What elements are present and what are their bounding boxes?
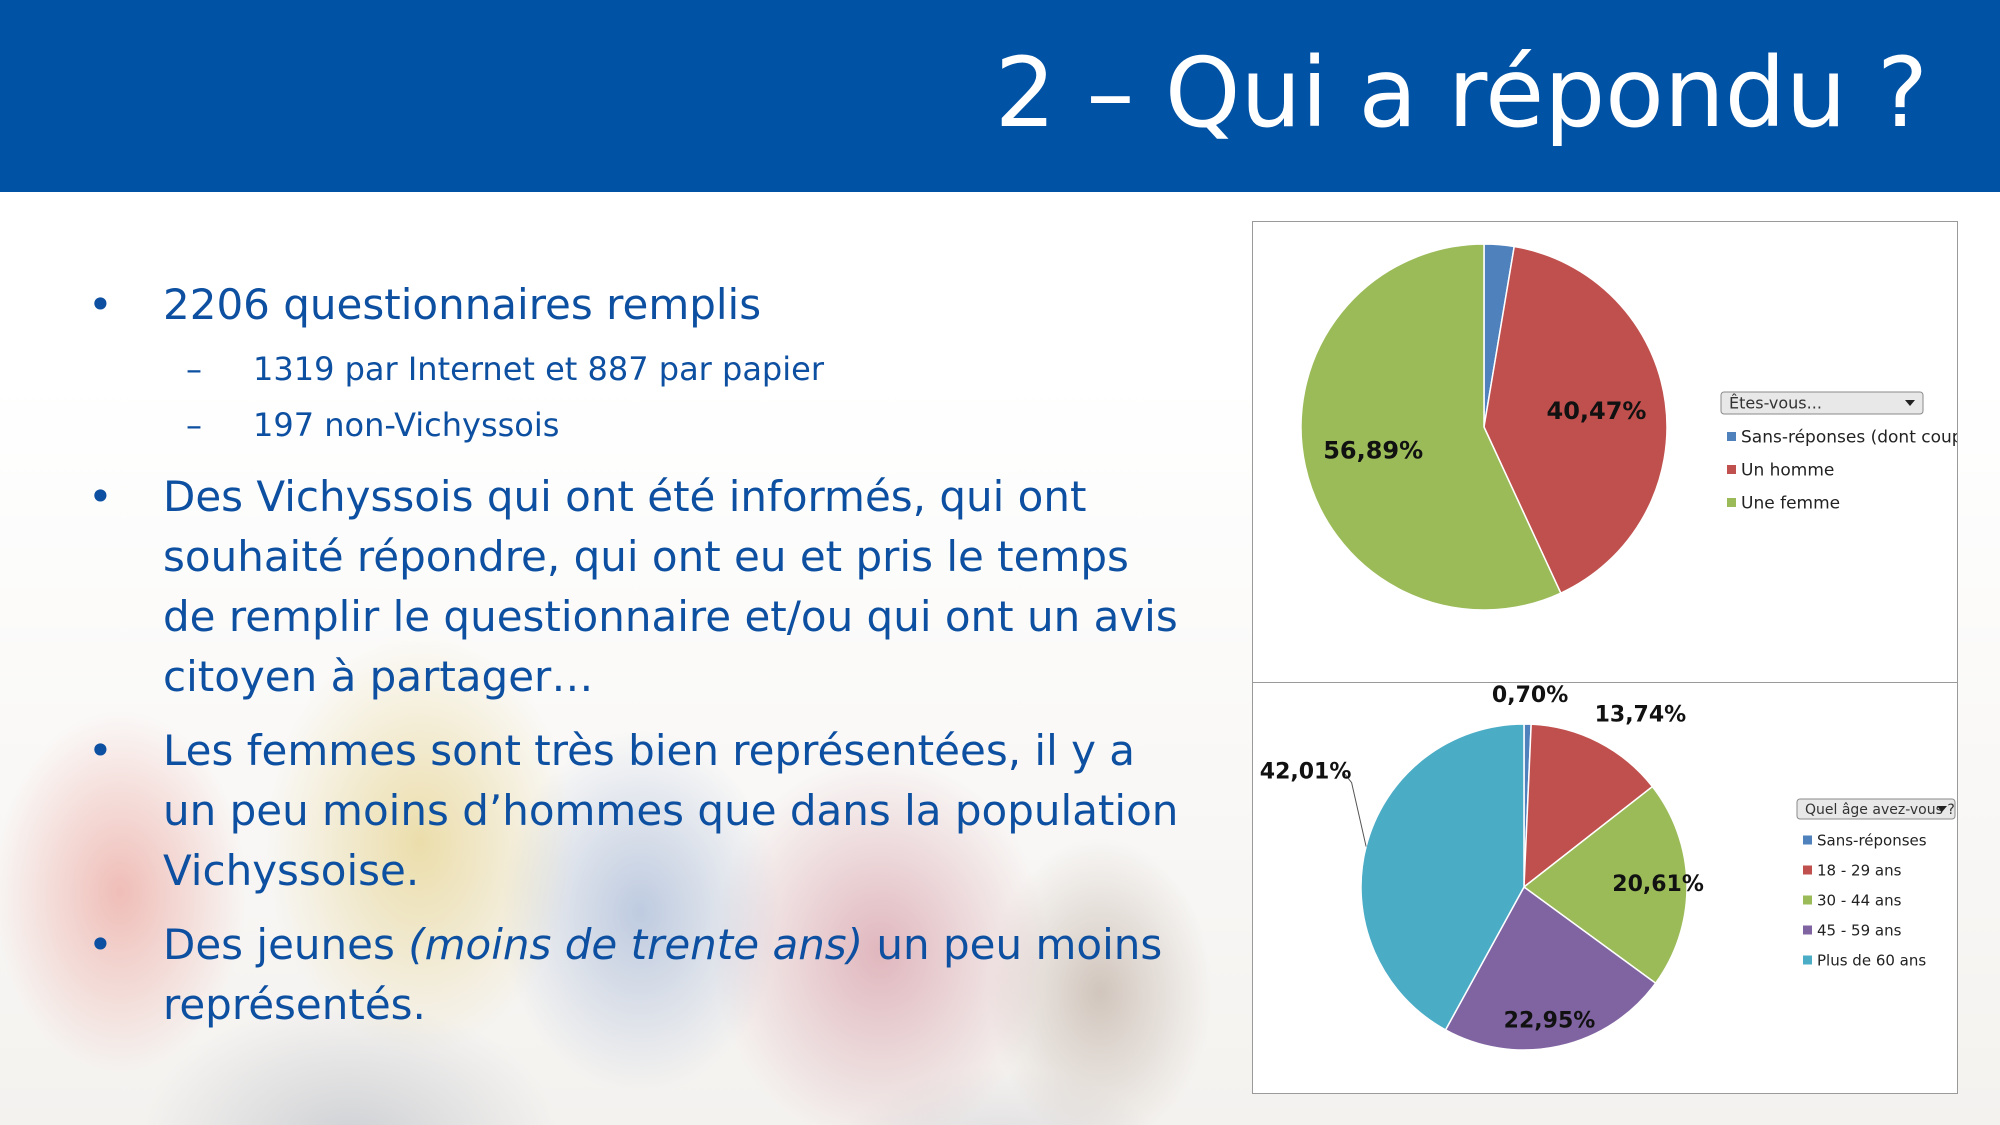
bullet-text-after: un peu moins représentés. xyxy=(163,920,1163,1029)
bullet-dot: • xyxy=(88,920,113,969)
pie-slice-une-femme xyxy=(1300,243,1562,611)
bullet-item: • Les femmes sont très bien représentées… xyxy=(88,721,1188,901)
sub-bullet-dash: – xyxy=(186,350,202,388)
slide-title: 2 – Qui a répondu ? xyxy=(994,37,1928,149)
data-label: 20,61% xyxy=(1612,872,1704,897)
bullet-text-italic: (moins de trente ans) xyxy=(408,920,864,969)
sub-bullet-item: – 1319 par Internet et 887 par papier xyxy=(88,341,1188,397)
data-label: 40,47% xyxy=(1547,397,1647,425)
bullet-item: • Des Vichyssois qui ont été informés, q… xyxy=(88,467,1188,707)
pie-slice-30-44-ans xyxy=(1522,785,1688,985)
pie-slice-plus-de-60-ans xyxy=(1360,723,1525,1031)
sub-bullet-dash: – xyxy=(186,406,202,444)
legend-entry: 18 - 29 ans xyxy=(1817,862,1902,880)
legend-swatch xyxy=(1727,465,1736,474)
gender-pie-chart: 2,64%40,47%56,89%Êtes-vous...Sans-répons… xyxy=(1300,194,1984,611)
pie-slice-45-59-ans xyxy=(1444,885,1657,1051)
legend-filter-label: Quel âge avez-vous ? xyxy=(1805,802,1955,818)
chevron-down-icon xyxy=(1937,806,1947,812)
leader-line xyxy=(1343,772,1367,847)
sub-bullet-text: 1319 par Internet et 887 par papier xyxy=(253,350,824,388)
bullet-item: • 2206 questionnaires remplis xyxy=(88,275,1188,335)
bullet-text: Des Vichyssois qui ont été informés, qui… xyxy=(163,472,1178,701)
bullet-dot: • xyxy=(88,280,113,329)
legend-entry: Un homme xyxy=(1741,461,1834,481)
legend-entry: Sans-réponses xyxy=(1817,832,1927,850)
legend-entry: Plus de 60 ans xyxy=(1817,952,1926,970)
slide-header: 2 – Qui a répondu ? xyxy=(0,0,2000,192)
sub-bullet-text: 197 non-Vichyssois xyxy=(253,406,560,444)
legend-filter-dropdown[interactable]: Êtes-vous... xyxy=(1720,391,1924,415)
bullet-text-before: Des jeunes xyxy=(163,920,409,969)
data-label: 0,70% xyxy=(1492,683,1568,708)
legend-entry: Une femme xyxy=(1741,494,1840,514)
chevron-down-icon xyxy=(1905,400,1915,406)
legend-swatch xyxy=(1727,432,1736,441)
legend-filter-dropdown[interactable]: Quel âge avez-vous ? xyxy=(1796,798,1956,820)
legend-entry: 30 - 44 ans xyxy=(1817,892,1902,910)
bullet-dot: • xyxy=(88,472,113,521)
bullet-dot: • xyxy=(88,726,113,775)
legend-swatch xyxy=(1803,895,1812,905)
data-label: 56,89% xyxy=(1323,436,1423,464)
bullet-text: 2206 questionnaires remplis xyxy=(163,280,762,329)
sub-bullet-item: – 197 non-Vichyssois xyxy=(88,397,1188,453)
age-chart-frame: 0,70% 13,74% 20,61% 22,95% 42,01% Quel âge av… xyxy=(1252,682,1958,1094)
legend-swatch xyxy=(1803,925,1812,935)
data-label: 42,01% xyxy=(1260,760,1352,785)
age-pie-chart: 0,70% 13,74% 20,61% 22,95% 42,01% Quel âge av… xyxy=(1260,683,1956,1051)
pie-slice-un-homme xyxy=(1483,245,1668,595)
data-label: 22,95% xyxy=(1504,1009,1596,1034)
pie-slice-18-29-ans xyxy=(1523,723,1654,889)
legend-entry: Sans-réponses (dont couple) xyxy=(1741,428,1957,448)
legend-swatch xyxy=(1803,835,1812,845)
bullet-item: • Des jeunes (moins de trente ans) un pe… xyxy=(88,915,1188,1035)
legend-swatch xyxy=(1803,955,1812,965)
legend-filter-label: Êtes-vous... xyxy=(1729,394,1822,413)
legend-swatch xyxy=(1803,865,1812,875)
legend-entry: 45 - 59 ans xyxy=(1817,922,1902,940)
gender-chart-frame: 2,64%40,47%56,89%Êtes-vous...Sans-répons… xyxy=(1252,194,1984,684)
bullet-list: • 2206 questionnaires remplis – 1319 par… xyxy=(88,275,1188,1041)
data-label: 13,74% xyxy=(1595,702,1687,727)
legend-swatch xyxy=(1727,498,1736,507)
bullet-text: Les femmes sont très bien représentées, … xyxy=(163,726,1179,895)
